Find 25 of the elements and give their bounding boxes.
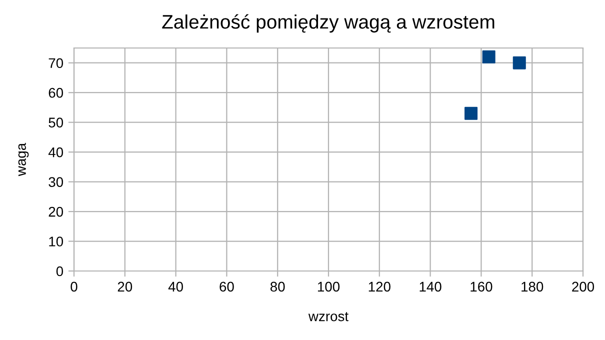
x-tick-label: 180 — [522, 282, 544, 292]
y-tick-label: 0 — [56, 266, 64, 276]
point — [482, 50, 496, 64]
y-tick-label: 60 — [48, 88, 64, 98]
x-tick-label: 20 — [118, 282, 132, 292]
point — [512, 56, 526, 70]
x-tick-label: 100 — [318, 282, 340, 292]
x-axis-title: wzrost — [308, 312, 348, 322]
y-tick-label: 40 — [48, 147, 64, 158]
y-axis-title: waga — [18, 142, 29, 176]
x-tick-label: 200 — [572, 282, 594, 292]
y-tick-label: 20 — [48, 206, 64, 217]
point — [464, 106, 478, 120]
x-tick-label: 0 — [70, 282, 78, 292]
y-tick-label: 50 — [48, 118, 64, 128]
x-tick-label: 60 — [220, 282, 234, 292]
x-tick-label: 140 — [420, 282, 442, 292]
y-tick-label: 10 — [49, 236, 64, 246]
x-tick-label: 160 — [470, 282, 492, 292]
x-tick-label: 120 — [368, 282, 390, 292]
chart-title: Zależność pomiędzy wagą a wzrostem — [162, 14, 494, 33]
y-tick-label: 70 — [48, 58, 64, 68]
y-tick-label: 30 — [48, 177, 64, 187]
x-tick-label: 40 — [168, 282, 183, 292]
x-tick-label: 80 — [270, 282, 285, 292]
